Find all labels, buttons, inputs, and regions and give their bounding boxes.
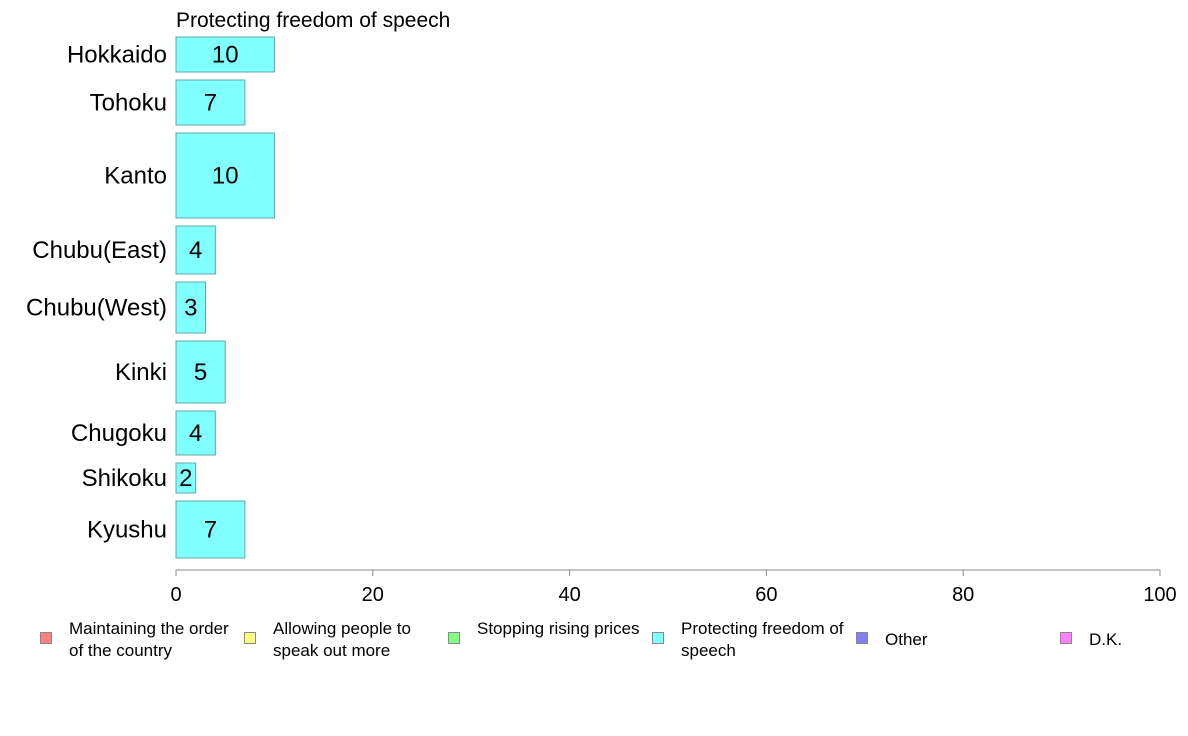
bar-tohoku <box>175 79 246 126</box>
category-label: Chubu(West) <box>26 295 167 322</box>
legend-item: Maintaining the order of the country <box>40 618 239 662</box>
category-label: Shikoku <box>82 465 167 492</box>
legend-label: Allowing people to speak out more <box>273 619 411 660</box>
x-axis: 0 20 40 60 80 100 <box>170 569 1177 606</box>
x-tick-label: 80 <box>952 584 974 606</box>
legend-swatch <box>244 632 256 644</box>
category-label: Chugoku <box>71 420 167 447</box>
bar-kanto <box>175 132 275 219</box>
category-label: Hokkaido <box>67 42 167 69</box>
legend-swatch <box>40 632 52 644</box>
legend-item: Protecting freedom of speech <box>652 618 851 662</box>
legend-label: D.K. <box>1089 630 1123 649</box>
legend-swatch <box>652 632 664 644</box>
bar-value-label: 5 <box>194 359 207 386</box>
bar-value-label: 4 <box>189 420 202 447</box>
legend-swatch <box>1060 632 1072 644</box>
legend-item: Allowing people to speak out more <box>244 618 443 662</box>
legend-item: Other <box>856 618 1055 651</box>
chart-title: Protecting freedom of speech <box>176 9 450 32</box>
legend-label: Other <box>885 630 928 649</box>
x-tick-label: 60 <box>755 584 777 606</box>
bar-chubu-east- <box>175 225 216 275</box>
bar-hokkaido <box>175 36 275 73</box>
legend-swatch <box>856 632 868 644</box>
category-label: Kinki <box>115 359 167 386</box>
bar-chubu-west- <box>175 281 207 334</box>
category-label: Chubu(East) <box>32 237 167 264</box>
x-tick-label: 40 <box>558 584 580 606</box>
bar-value-label: 3 <box>184 295 197 322</box>
bar-value-label: 4 <box>189 237 202 264</box>
x-tick-label: 0 <box>170 584 181 606</box>
bar-shikoku <box>175 462 197 494</box>
bar-chugoku <box>175 410 216 456</box>
legend-label: Stopping rising prices <box>477 619 640 638</box>
legend-item: D.K. <box>1060 618 1188 651</box>
bar-kinki <box>175 340 226 404</box>
bar-value-label: 7 <box>204 517 217 544</box>
category-label: Tohoku <box>90 90 167 117</box>
x-tick-label: 100 <box>1143 584 1176 606</box>
bar-value-label: 10 <box>212 163 239 190</box>
bar-value-label: 10 <box>212 42 239 69</box>
bars-group: 10 Hokkaido 7 Tohoku 10 Kanto 4 Chubu(East) 3 Chu… <box>26 36 275 559</box>
category-label: Kyushu <box>87 517 167 544</box>
legend: Maintaining the order of the country Allo… <box>0 618 1188 678</box>
bar-value-label: 2 <box>179 465 192 492</box>
category-label: Kanto <box>104 163 167 190</box>
bar-value-label: 7 <box>204 90 217 117</box>
legend-label: Maintaining the order of the country <box>69 619 229 660</box>
legend-swatch <box>448 632 460 644</box>
legend-label: Protecting freedom of speech <box>681 619 844 660</box>
bar-kyushu <box>175 500 246 559</box>
x-tick-label: 20 <box>362 584 384 606</box>
legend-item: Stopping rising prices <box>448 618 647 644</box>
